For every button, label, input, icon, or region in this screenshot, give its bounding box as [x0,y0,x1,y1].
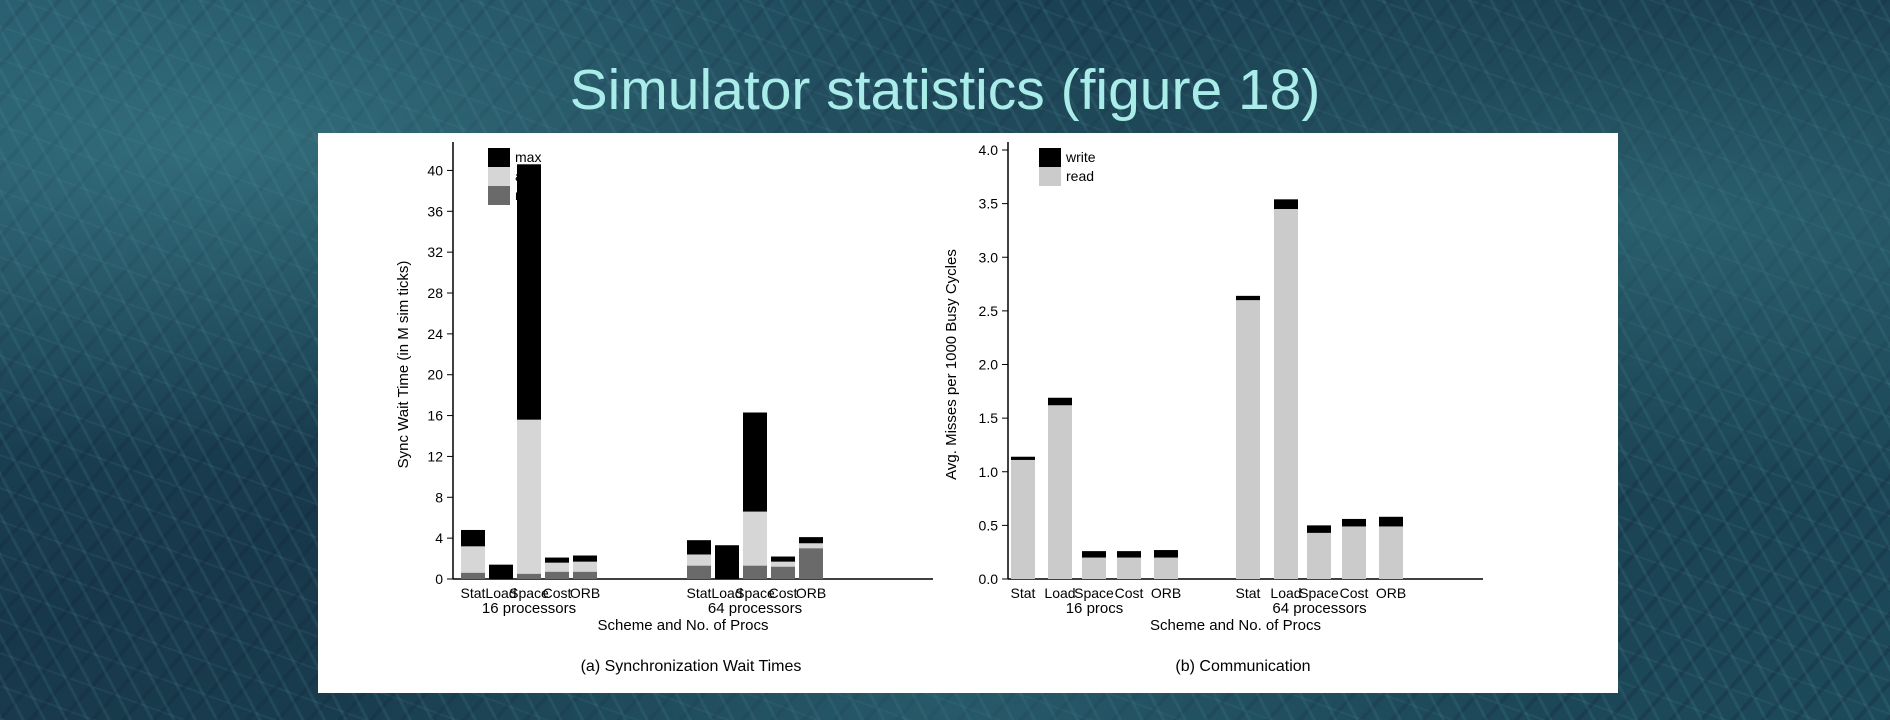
bar-write [1154,550,1178,558]
x-tick-label: Cost [543,585,572,601]
bar-read [1307,532,1331,579]
legend-label-write: write [1065,149,1096,165]
bar-write [1048,397,1072,406]
x-tick-label: Load [711,585,742,601]
bar-read [1117,557,1141,579]
x-tick-label: Space [509,585,549,601]
y-tick-label: 16 [427,408,443,424]
x-tick-label: ORB [1151,585,1181,601]
bar-write [1274,199,1298,209]
legend-swatch-max [488,148,510,167]
group-label: 64 processors [1272,600,1366,617]
bar-read [1236,300,1260,579]
x-tick-label: Space [1299,585,1339,601]
legend-swatch-min [488,186,510,205]
y-tick-label: 1.0 [979,464,999,480]
bar-read [1379,526,1403,579]
x-tick-label: Load [1270,585,1301,601]
bar-min [771,566,795,579]
bar-write [1307,525,1331,533]
y-tick-label: 4.0 [979,142,999,158]
y-tick-label: 12 [427,448,443,464]
bar-write [1379,516,1403,527]
bar-min [799,548,823,579]
legend-label-avg: avg [515,168,538,184]
bar-min [573,571,597,579]
legend-swatch-write [1039,148,1061,167]
y-axis-title: Avg. Misses per 1000 Busy Cycles [943,249,960,480]
slide-title: Simulator statistics (figure 18) [569,58,1321,122]
bar-min [517,573,541,579]
y-tick-label: 4 [435,530,443,546]
bar-read [1048,405,1072,579]
bar-write [1236,295,1260,301]
x-tick-label: Cost [769,585,798,601]
x-tick-label: Cost [1115,585,1144,601]
legend-label-max: max [515,149,541,165]
bar-max [489,564,513,579]
y-tick-label: 24 [427,326,443,342]
x-tick-label: Space [1074,585,1114,601]
bar-min [545,571,569,579]
x-tick-label: Load [1044,585,1075,601]
bar-write [1082,551,1106,558]
group-label: 16 procs [1066,600,1124,617]
x-tick-label: Stat [687,585,712,601]
bar-write [1342,518,1366,527]
y-tick-label: 3.0 [979,249,999,265]
x-axis-title: Scheme and No. of Procs [598,617,769,634]
x-tick-label: ORB [1376,585,1406,601]
figure-panel: 0 4 8 12 16 20 24 28 32 36 40 Stat Load Space Cost ORB 1… [318,133,1618,693]
x-tick-label: Load [485,585,516,601]
y-tick-label: 3.5 [979,196,999,212]
bar-write [1011,456,1035,460]
chart-caption: (b) Communication [1175,658,1310,675]
y-axis-title: Sync Wait Time (in M sim ticks) [395,261,412,469]
y-tick-label: 8 [435,489,443,505]
bar-avg [517,419,541,579]
y-tick-label: 28 [427,285,443,301]
x-tick-label: Cost [1340,585,1369,601]
bar-min [461,572,485,579]
legend-label-min: min [515,187,538,203]
bar-read [1082,557,1106,579]
group-label: 64 processors [708,600,802,617]
y-tick-label: 32 [427,244,443,260]
bar-read [1011,459,1035,579]
y-tick-label: 20 [427,367,443,383]
bar-read [1154,557,1178,579]
bar-read [1274,208,1298,580]
x-tick-label: Space [735,585,775,601]
legend-label-read: read [1066,168,1094,184]
legend-swatch-read [1039,167,1061,186]
y-tick-label: 2.0 [979,357,999,373]
x-tick-label: Stat [1011,585,1036,601]
x-tick-label: Stat [461,585,486,601]
x-tick-label: ORB [570,585,600,601]
y-tick-label: 0 [435,571,443,587]
bar-min [743,565,767,579]
y-tick-label: 2.5 [979,303,999,319]
legend-swatch-avg [488,167,510,186]
y-tick-label: 1.5 [979,410,999,426]
x-axis-title: Scheme and No. of Procs [1150,617,1321,634]
bar-write [1117,551,1141,558]
x-tick-label: ORB [796,585,826,601]
bar-min [687,565,711,579]
bar-max [715,545,739,579]
x-tick-label: Stat [1236,585,1261,601]
y-tick-label: 0.0 [979,571,999,587]
y-tick-label: 0.5 [979,517,999,533]
group-label: 16 processors [482,600,576,617]
y-tick-label: 40 [427,162,443,178]
chart-caption: (a) Synchronization Wait Times [581,658,802,675]
y-tick-label: 36 [427,203,443,219]
bar-read [1342,526,1366,579]
